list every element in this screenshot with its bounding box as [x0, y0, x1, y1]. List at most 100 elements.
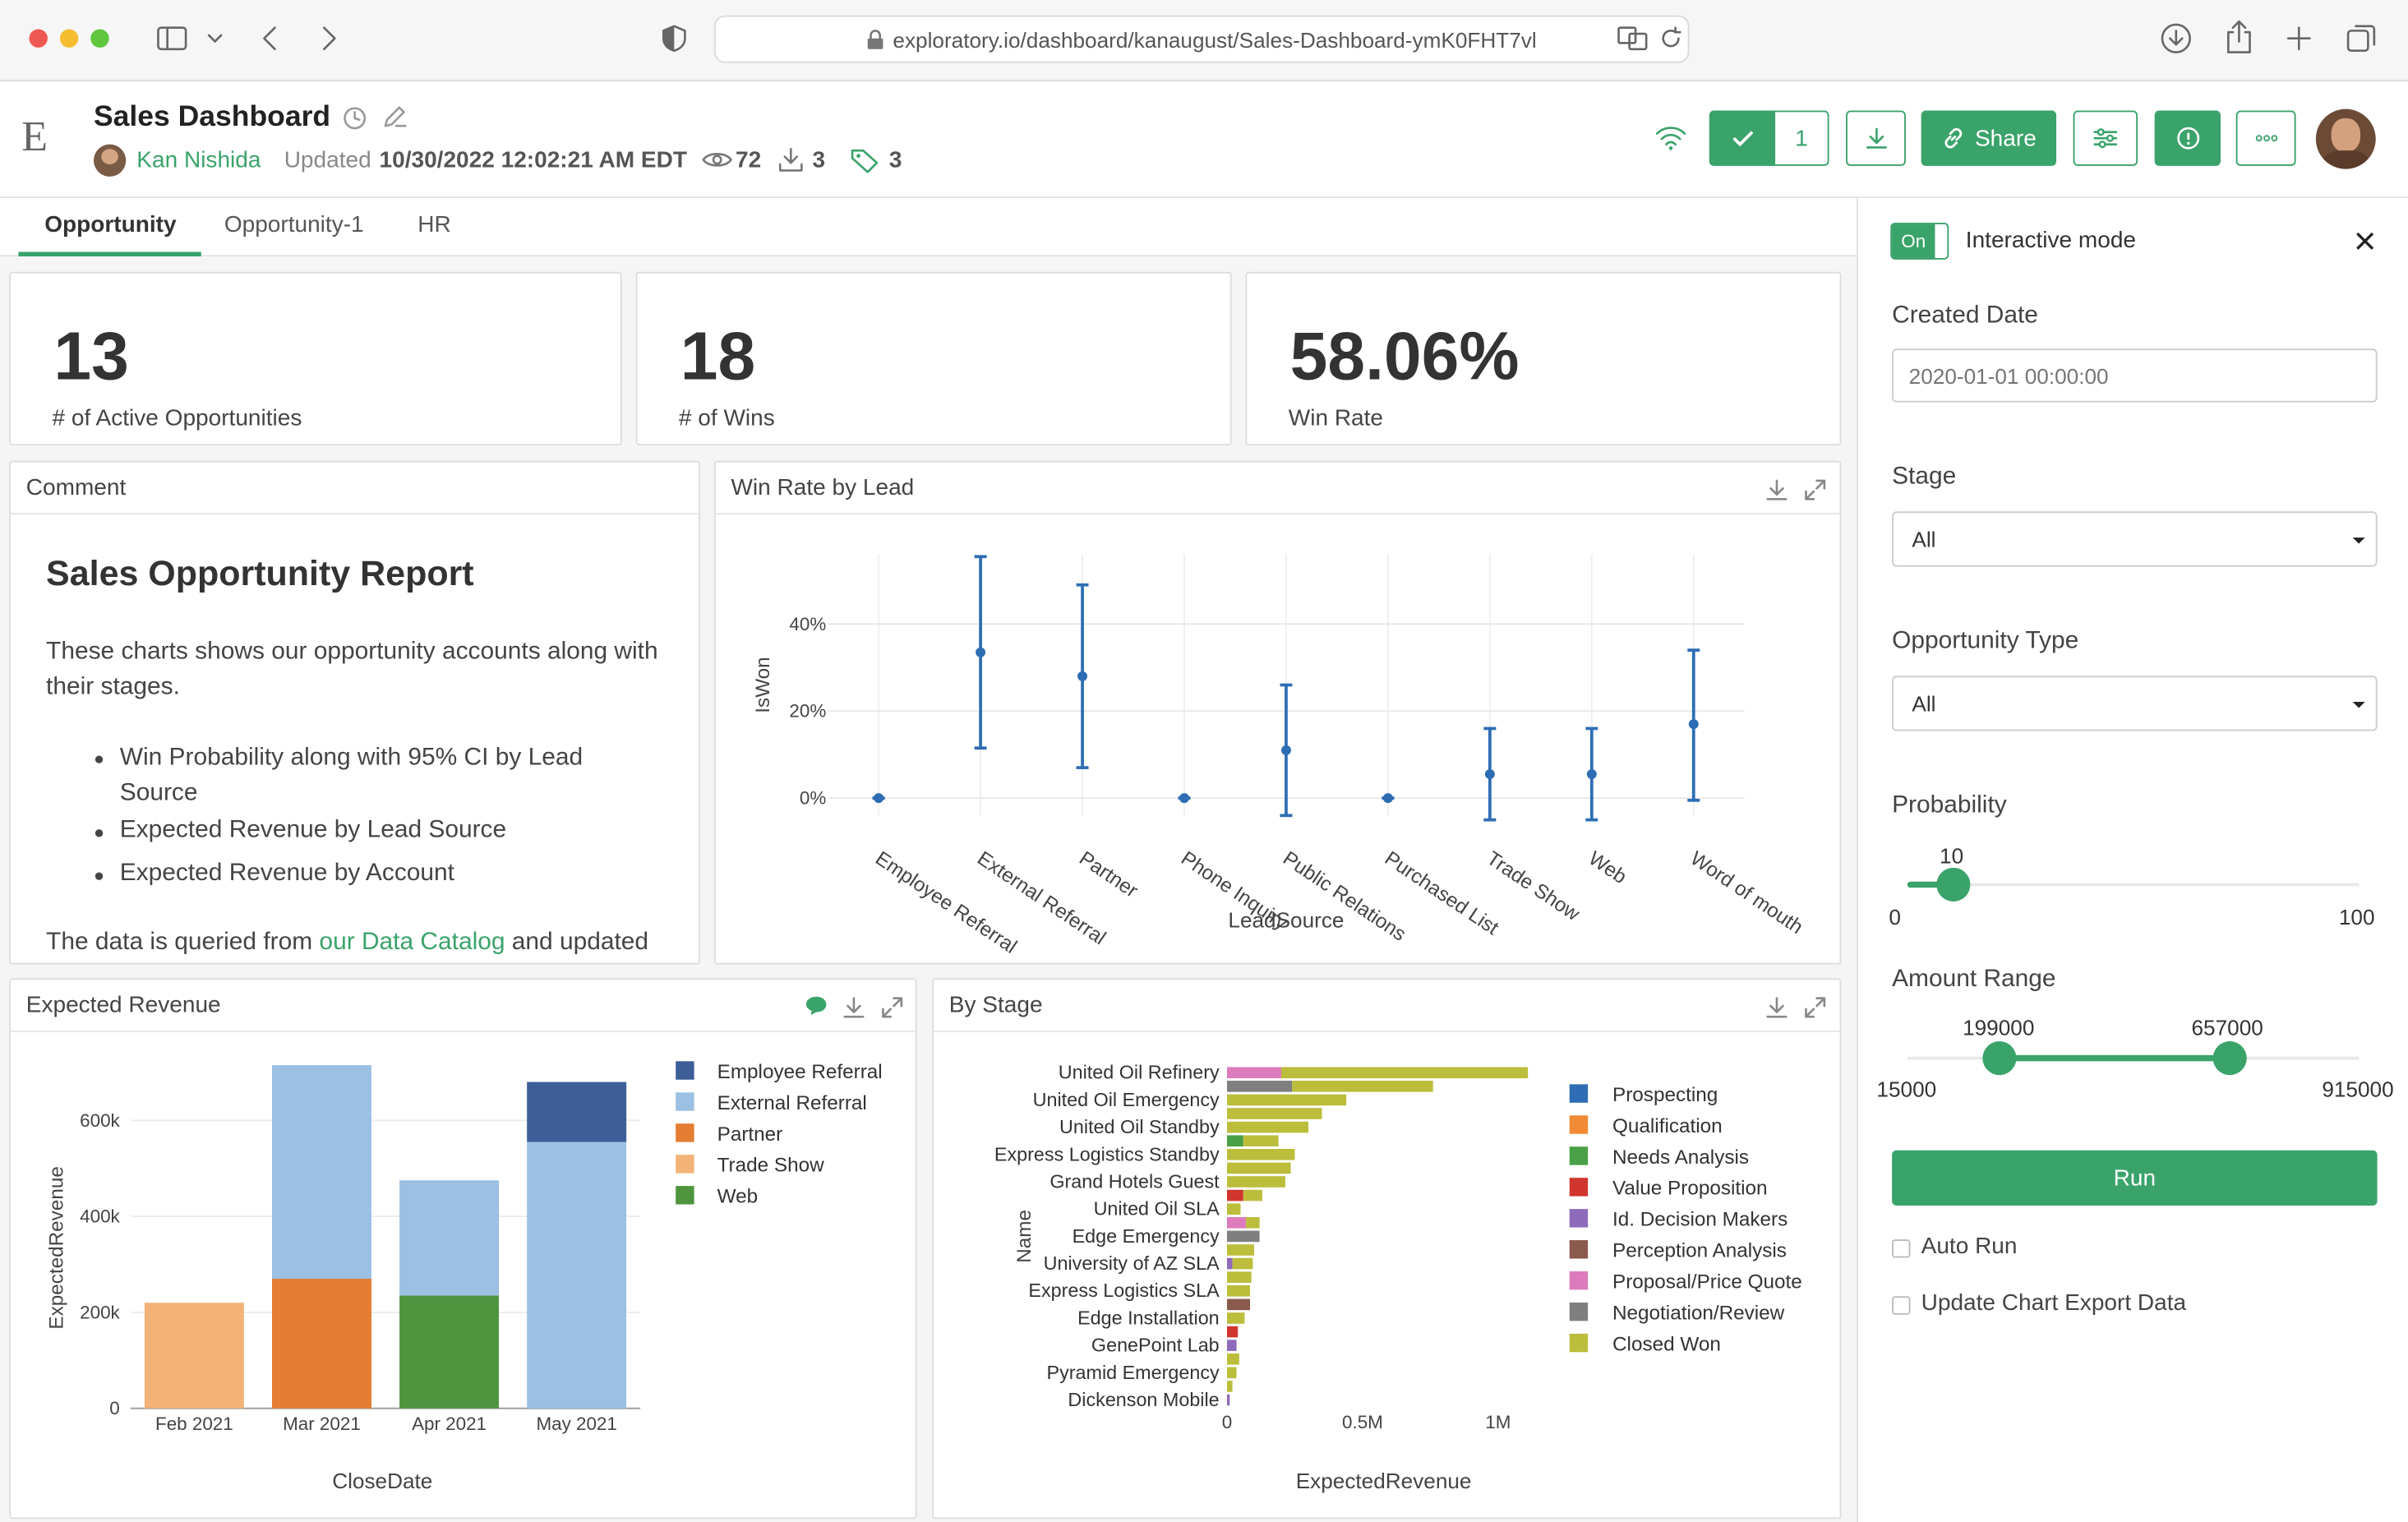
minimize-window-button[interactable]	[59, 29, 79, 48]
legend-swatch	[1569, 1333, 1589, 1353]
approve-count[interactable]: 1	[1774, 110, 1829, 166]
edit-icon[interactable]	[381, 103, 408, 131]
bullet-dot	[95, 872, 104, 880]
close-icon[interactable]	[2355, 230, 2376, 251]
interactive-toggle[interactable]: On	[1890, 222, 1949, 260]
sidebar-toggle-icon[interactable]	[155, 23, 189, 53]
comment-card: Comment Sales Opportunity Report These c…	[9, 460, 701, 965]
share-button[interactable]: Share	[1921, 110, 2057, 166]
page-title: Sales Dashboard	[93, 101, 331, 134]
tab-opportunity-1[interactable]: Opportunity-1	[224, 211, 364, 238]
expand-icon[interactable]	[880, 995, 905, 1020]
legend-swatch	[1569, 1115, 1589, 1134]
created-date-label: Created Date	[1892, 302, 2038, 329]
comment-bubble-icon[interactable]	[805, 995, 828, 1017]
bar-segment	[1243, 1189, 1262, 1201]
interactive-mode-panel: On Interactive mode Created Date Stage A…	[1857, 198, 2408, 1522]
stage-select[interactable]: All	[1892, 511, 2378, 567]
download-icon[interactable]	[843, 995, 865, 1020]
reload-icon[interactable]	[1657, 25, 1685, 53]
auto-run-checkbox[interactable]	[1892, 1239, 1911, 1258]
y-tick-label: GenePoint Lab	[1091, 1335, 1220, 1356]
filter-settings-button[interactable]	[2073, 110, 2138, 166]
bar-segment	[1227, 1121, 1308, 1133]
zoom-window-button[interactable]	[90, 29, 109, 48]
forward-arrow-icon[interactable]	[316, 23, 341, 53]
expected-revenue-chart: 0 200k 400k 600k Feb 2021 Mar 2021 Apr 2021 May…	[46, 1061, 883, 1493]
bar-segment	[1227, 1176, 1285, 1188]
y-tick-label: 600k	[80, 1110, 120, 1131]
bar-segment	[1227, 1216, 1247, 1229]
downloads-icon[interactable]	[2159, 21, 2193, 55]
update-export-checkbox[interactable]	[1892, 1296, 1911, 1315]
x-tick-label: Feb 2021	[155, 1414, 233, 1434]
tab-hr[interactable]: HR	[417, 211, 451, 238]
author-link[interactable]: Kan Nishida	[136, 147, 261, 174]
y-axis-label: IsWon	[752, 657, 774, 713]
legend-swatch	[676, 1123, 694, 1142]
download-icon[interactable]	[1766, 477, 1788, 502]
x-axis-label: LeadSource	[1228, 908, 1344, 933]
new-tab-icon[interactable]	[2284, 23, 2314, 53]
comment-footer: The data is queried from our Data Catalo…	[46, 929, 648, 957]
bar-segment	[1280, 1067, 1529, 1079]
translate-icon[interactable]	[1617, 25, 1648, 53]
approve-button[interactable]	[1709, 110, 1776, 166]
history-icon[interactable]	[341, 104, 369, 132]
app-logo[interactable]: E	[21, 113, 48, 162]
y-tick-label: Express Logistics Standby	[994, 1143, 1220, 1165]
expand-icon[interactable]	[1803, 477, 1828, 502]
share-sheet-icon[interactable]	[2224, 18, 2254, 55]
active-tab-indicator	[18, 251, 201, 257]
amount-low-value: 199000	[1963, 1015, 2035, 1040]
download-button[interactable]	[1846, 110, 1906, 166]
info-button[interactable]	[2154, 110, 2221, 166]
probability-handle[interactable]	[1936, 867, 1971, 902]
amount-high-handle[interactable]	[2212, 1041, 2247, 1076]
close-window-button[interactable]	[29, 29, 48, 48]
probability-max: 100	[2338, 904, 2375, 929]
tag-icon[interactable]	[849, 146, 879, 174]
y-tick-label: 200k	[80, 1302, 120, 1322]
data-point	[1382, 793, 1393, 804]
chevron-down-icon[interactable]	[205, 30, 224, 46]
back-arrow-icon[interactable]	[258, 23, 283, 53]
sliders-icon	[2093, 128, 2118, 149]
address-bar[interactable]: exploratory.io/dashboard/kanaugust/Sales…	[713, 15, 1690, 63]
auto-run-label: Auto Run	[1921, 1233, 2018, 1260]
run-button[interactable]: Run	[1892, 1150, 2378, 1206]
y-tick-label: United Oil Standby	[1059, 1116, 1220, 1137]
shield-icon[interactable]	[659, 23, 690, 53]
bar-segment	[1227, 1298, 1251, 1311]
author-avatar[interactable]	[93, 144, 127, 177]
download-icon[interactable]	[1766, 995, 1788, 1020]
stage-label: Stage	[1892, 464, 1957, 491]
bar-segment	[1227, 1381, 1233, 1392]
kpi-value: 18	[680, 319, 756, 395]
bullet-item: Expected Revenue by Account	[119, 860, 454, 887]
more-button[interactable]	[2235, 110, 2296, 166]
tab-overview-icon[interactable]	[2345, 21, 2378, 55]
bar-segment	[1227, 1326, 1239, 1338]
tab-opportunity[interactable]: Opportunity	[44, 211, 177, 238]
data-catalog-link[interactable]: our Data Catalog	[319, 929, 505, 956]
kpi-card-win-rate: 58.06% Win Rate	[1245, 271, 1842, 445]
bar-segment	[1246, 1216, 1260, 1229]
bar-segment	[1227, 1244, 1254, 1256]
user-avatar[interactable]	[2315, 108, 2376, 169]
probability-track[interactable]	[1907, 883, 2360, 887]
opportunity-type-select[interactable]: All	[1892, 676, 2378, 731]
expand-icon[interactable]	[1803, 995, 1828, 1020]
x-tick-label: Mar 2021	[283, 1414, 361, 1434]
amount-low-handle[interactable]	[1982, 1041, 2017, 1076]
eye-icon	[702, 153, 732, 167]
bar-segment	[1227, 1353, 1239, 1365]
opportunity-type-value: All	[1912, 690, 1936, 716]
legend-swatch	[1569, 1302, 1589, 1321]
kpi-label: # of Wins	[678, 405, 775, 432]
legend-label: Value Proposition	[1612, 1178, 1768, 1200]
download-icon	[1865, 127, 1887, 149]
legend-swatch	[1569, 1240, 1589, 1259]
y-tick-label: United Oil SLA	[1094, 1198, 1220, 1220]
created-date-input[interactable]	[1892, 348, 2378, 403]
